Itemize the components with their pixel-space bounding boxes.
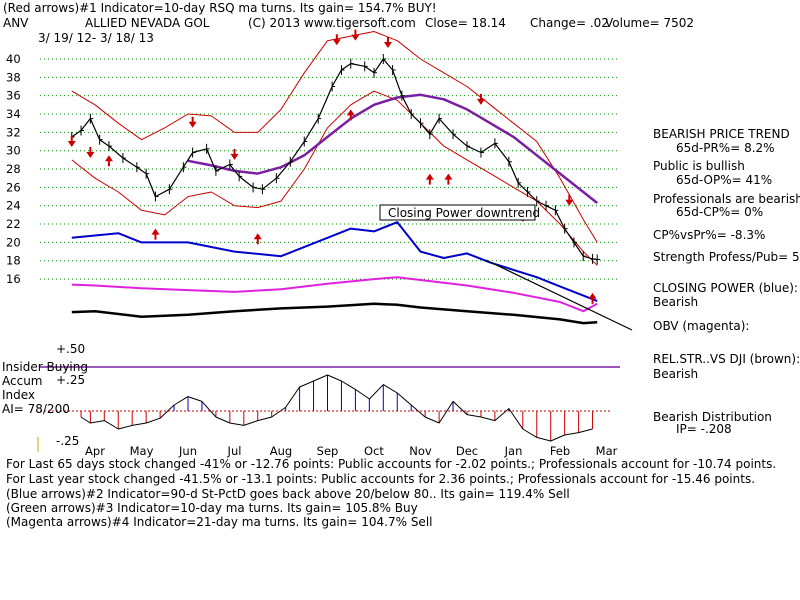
insider-buying-label: Insider Buying (2, 360, 88, 374)
sell-arrow (86, 147, 95, 159)
close-label: Close= 18.14 (425, 16, 506, 30)
y-tick-18: 18 (6, 254, 21, 268)
footer-line1: For Last 65 days stock changed -41% or -… (6, 457, 776, 471)
obv-label: OBV (magenta): (653, 319, 749, 333)
buy-arrow (425, 173, 434, 185)
lower-band-line (71, 90, 598, 266)
plus50-label: +.50 (56, 342, 85, 356)
date-range: 3/ 19/ 12- 3/ 18/ 13 (38, 31, 154, 45)
sell-arrow (67, 136, 76, 148)
public-label: Public is bullish (653, 159, 745, 173)
accum-line (80, 374, 593, 442)
y-tick-22: 22 (6, 217, 21, 231)
sell-arrow (351, 29, 360, 41)
buy-arrow (253, 233, 262, 245)
closing-power-line (71, 221, 598, 303)
minus25-label: -.25 (56, 434, 79, 448)
sell-arrow (476, 93, 485, 105)
distribution-label: Bearish Distribution (653, 410, 772, 424)
ip-value: IP= -.208 (676, 422, 732, 436)
x-tick-aug: Aug (270, 444, 292, 458)
y-tick-30: 30 (6, 144, 21, 158)
y-tick-38: 38 (6, 70, 21, 84)
cp-value: 65d-CP%= 0% (676, 205, 763, 219)
footer-line2: For Last year stock changed -41.5% or -1… (6, 472, 755, 486)
sell-arrow (332, 34, 341, 46)
footer-line4: (Green arrows)#3 Indicator=10-day ma tur… (6, 501, 418, 515)
footer-line5: (Magenta arrows)#4 Indicator=21-day ma t… (6, 515, 432, 529)
pr-value: 65d-PR%= 8.2% (676, 141, 775, 155)
relstr-line (71, 302, 598, 325)
ai-label: AI= 78/200 (2, 402, 70, 416)
y-tick-34: 34 (6, 107, 21, 121)
chart-series (71, 31, 601, 442)
closing-power-trendline (485, 259, 633, 331)
month-axis: Apr May Jun Jul Aug Sep Oct Nov Dec Jan Feb Mar (85, 444, 618, 458)
x-tick-sep: Sep (317, 444, 339, 458)
ticker-label: ANV (3, 16, 29, 30)
y-tick-16: 16 (6, 272, 21, 286)
header-line1: (Red arrows)#1 Indicator=10-day RSQ ma t… (3, 1, 437, 15)
index-label: Index (2, 388, 35, 402)
y-tick-24: 24 (6, 199, 21, 213)
x-tick-nov: Nov (409, 444, 432, 458)
x-tick-mar: Mar (596, 444, 618, 458)
company-name: ALLIED NEVADA GOL (85, 16, 210, 30)
cpvspr-value: CP%vsPr%= -8.3% (653, 228, 765, 242)
price-y-axis: 16 18 20 22 24 26 28 30 32 34 36 38 40 (6, 52, 21, 286)
x-tick-may: May (130, 444, 154, 458)
sell-arrow (383, 36, 392, 48)
plus25-label: +.25 (56, 373, 85, 387)
buy-arrow (588, 292, 597, 304)
trend-title: BEARISH PRICE TREND (653, 127, 790, 141)
y-tick-40: 40 (6, 52, 21, 66)
y-tick-20: 20 (6, 235, 21, 249)
y-tick-28: 28 (6, 162, 21, 176)
copyright: (C) 2013 www.tigersoft.com (248, 16, 416, 30)
buy-arrow (346, 109, 355, 121)
change-label: Change= .02 (530, 16, 609, 30)
buy-arrow (104, 155, 113, 167)
relstr-value: Bearish (653, 367, 698, 381)
buy-arrow (444, 173, 453, 185)
relstr-label: REL.STR..VS DJI (brown): (653, 352, 800, 366)
x-tick-dec: Dec (456, 444, 478, 458)
volume-label: Volume= 7502 (605, 16, 694, 30)
x-tick-feb: Feb (550, 444, 570, 458)
strength-value: Strength Profess/Pub= 5.3 (653, 250, 800, 264)
moving-average-line (187, 93, 598, 204)
sell-arrow (230, 148, 239, 160)
x-tick-oct: Oct (364, 444, 384, 458)
x-tick-apr: Apr (85, 444, 105, 458)
x-tick-jan: Jan (504, 444, 523, 458)
x-tick-jun: Jun (178, 444, 197, 458)
obv-line (71, 276, 598, 313)
y-tick-36: 36 (6, 89, 21, 103)
closing-power-label: CLOSING POWER (blue): (653, 281, 798, 295)
annotation-box (379, 204, 536, 221)
accum-label: Accum (2, 374, 43, 388)
closing-power-value: Bearish (653, 295, 698, 309)
x-tick-jul: Jul (227, 444, 242, 458)
sell-arrow (565, 194, 574, 206)
sell-arrow (188, 116, 197, 128)
y-tick-26: 26 (6, 180, 21, 194)
upper-band-line (71, 31, 598, 243)
annotation-text: Closing Power downtrend (388, 206, 540, 220)
buy-arrow (151, 228, 160, 240)
footer-line3: (Blue arrows)#2 Indicator=90-d St-PctD g… (6, 487, 570, 501)
professionals-label: Professionals are bearish (653, 192, 800, 206)
op-value: 65d-OP%= 41% (676, 173, 772, 187)
y-tick-32: 32 (6, 125, 21, 139)
